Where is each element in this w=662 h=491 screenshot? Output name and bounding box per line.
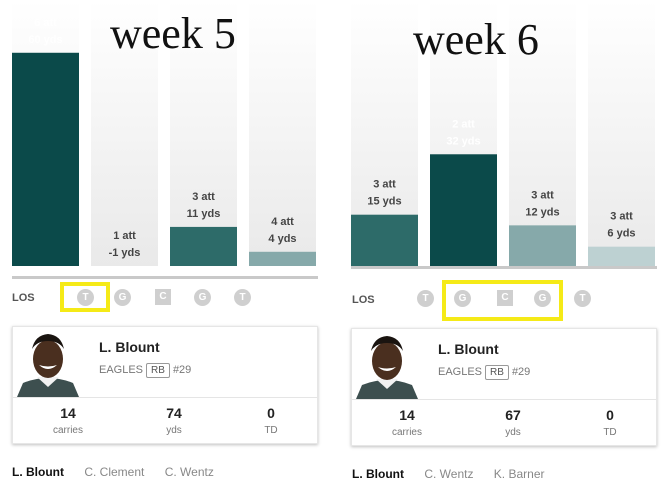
bar-attempts-label: 3 att (192, 191, 215, 203)
player-tabs: L. Blount C. Clement C. Wentz (12, 465, 231, 479)
tab-player-2[interactable]: C. Wentz (424, 467, 474, 481)
player-headshot (13, 327, 83, 397)
stat-label: yds (505, 427, 521, 438)
player-card-header: L. Blount EAGLES RB #29 (352, 329, 656, 400)
stat-touchdowns: 0 TD (560, 407, 660, 438)
jersey-number: #29 (172, 364, 192, 376)
bar-attempts-label: 3 att (531, 189, 554, 201)
tab-player-3[interactable]: K. Barner (493, 467, 545, 481)
bar-attempts-label: 4 att (271, 216, 294, 228)
week-5-chart: 6 att 60 yds 1 att -1 yds 3 att 11 yds 4 att 4 … (12, 0, 316, 267)
position-guard-left[interactable]: G (114, 289, 131, 306)
stat-value: 74 (166, 405, 182, 421)
bar-background (588, 0, 655, 268)
stat-label: TD (264, 425, 278, 436)
stat-yards: 74 yds (124, 405, 224, 436)
position-center[interactable]: C (497, 290, 513, 306)
stat-touchdowns: 0 TD (221, 405, 321, 436)
player-card[interactable]: L. Blount EAGLES RB #29 14 carries 67 yds … (351, 328, 657, 446)
bar-yards-label: 11 yds (187, 208, 221, 220)
bar-gap-3[interactable] (170, 226, 237, 266)
stat-value: 0 (267, 405, 275, 421)
position-guard-right[interactable]: G (534, 290, 551, 307)
stat-label: carries (52, 425, 83, 436)
jersey-number: #29 (511, 366, 531, 378)
bar-yards-label: 60 yds (28, 34, 62, 46)
bar-background (170, 0, 237, 266)
week-6-panel: 3 att 15 yds 2 att 32 yds 3 att 12 yds 3 att 6 … (340, 0, 662, 491)
position-badge: RB (485, 365, 509, 380)
position-center[interactable]: C (155, 289, 171, 305)
week-6-title: week 6 (413, 15, 539, 64)
position-tackle-left[interactable]: T (417, 290, 434, 307)
tab-player-3[interactable]: C. Wentz (164, 465, 214, 479)
highlight-box (442, 280, 563, 321)
stat-label: carries (391, 427, 422, 438)
stat-value: 14 (60, 405, 76, 421)
bar-gap-1[interactable] (12, 52, 79, 267)
bar-background (249, 0, 316, 266)
position-guard-left[interactable]: G (454, 290, 471, 307)
stat-value: 14 (399, 407, 415, 423)
stat-carries: 14 carries (357, 407, 457, 438)
position-guard-right[interactable]: G (194, 289, 211, 306)
stat-value: 0 (606, 407, 614, 423)
team-line: EAGLES RB #29 (438, 365, 530, 380)
bar-gap-1[interactable] (351, 214, 418, 268)
player-card[interactable]: L. Blount EAGLES RB #29 14 carries 74 yds … (12, 326, 318, 444)
bar-gap-4[interactable] (588, 246, 655, 268)
los-label: LOS (352, 294, 375, 306)
bar-gap-4[interactable] (249, 251, 316, 266)
bar-yards-label: 15 yds (367, 196, 401, 208)
tab-player-1[interactable]: L. Blount (352, 467, 404, 481)
bar-attempts-label: 6 att (34, 17, 57, 29)
team-line: EAGLES RB #29 (99, 363, 191, 378)
los-line (12, 276, 318, 279)
los-line (351, 266, 657, 269)
week-6-chart: 3 att 15 yds 2 att 32 yds 3 att 12 yds 3 att 6 … (351, 0, 655, 268)
position-tackle-left[interactable]: T (77, 289, 94, 306)
week-5-title: week 5 (110, 9, 236, 58)
team-name: EAGLES (99, 364, 144, 376)
position-tackle-right[interactable]: T (574, 290, 591, 307)
bar-background (91, 0, 158, 266)
bar-yards-label: 6 yds (607, 228, 635, 240)
tab-player-1[interactable]: L. Blount (12, 465, 64, 479)
bar-attempts-label: 3 att (373, 179, 396, 191)
stat-carries: 14 carries (18, 405, 118, 436)
player-headshot (352, 329, 422, 399)
stat-value: 67 (505, 407, 521, 423)
week-5-panel: 6 att 60 yds 1 att -1 yds 3 att 11 yds 4 att 4 … (0, 0, 330, 491)
position-badge: RB (146, 363, 170, 378)
stat-label: yds (166, 425, 182, 436)
bar-gap-2[interactable] (430, 154, 497, 268)
player-name: L. Blount (438, 341, 499, 357)
player-card-header: L. Blount EAGLES RB #29 (13, 327, 317, 398)
bar-yards-label: 32 yds (446, 135, 480, 147)
highlight-box (60, 282, 110, 312)
bar-background (509, 0, 576, 268)
bar-yards-label: -1 yds (109, 247, 141, 259)
tab-player-2[interactable]: C. Clement (84, 465, 145, 479)
stat-yards: 67 yds (463, 407, 563, 438)
bar-yards-label: 12 yds (525, 206, 559, 218)
player-tabs: L. Blount C. Wentz K. Barner (352, 467, 562, 481)
bar-attempts-label: 2 att (452, 118, 475, 130)
bar-attempts-label: 1 att (113, 230, 136, 242)
player-name: L. Blount (99, 339, 160, 355)
los-label: LOS (12, 292, 35, 304)
team-name: EAGLES (438, 366, 483, 378)
stat-label: TD (603, 427, 617, 438)
bar-gap-3[interactable] (509, 225, 576, 268)
position-tackle-right[interactable]: T (234, 289, 251, 306)
bar-yards-label: 4 yds (268, 233, 296, 245)
bar-attempts-label: 3 att (610, 211, 633, 223)
